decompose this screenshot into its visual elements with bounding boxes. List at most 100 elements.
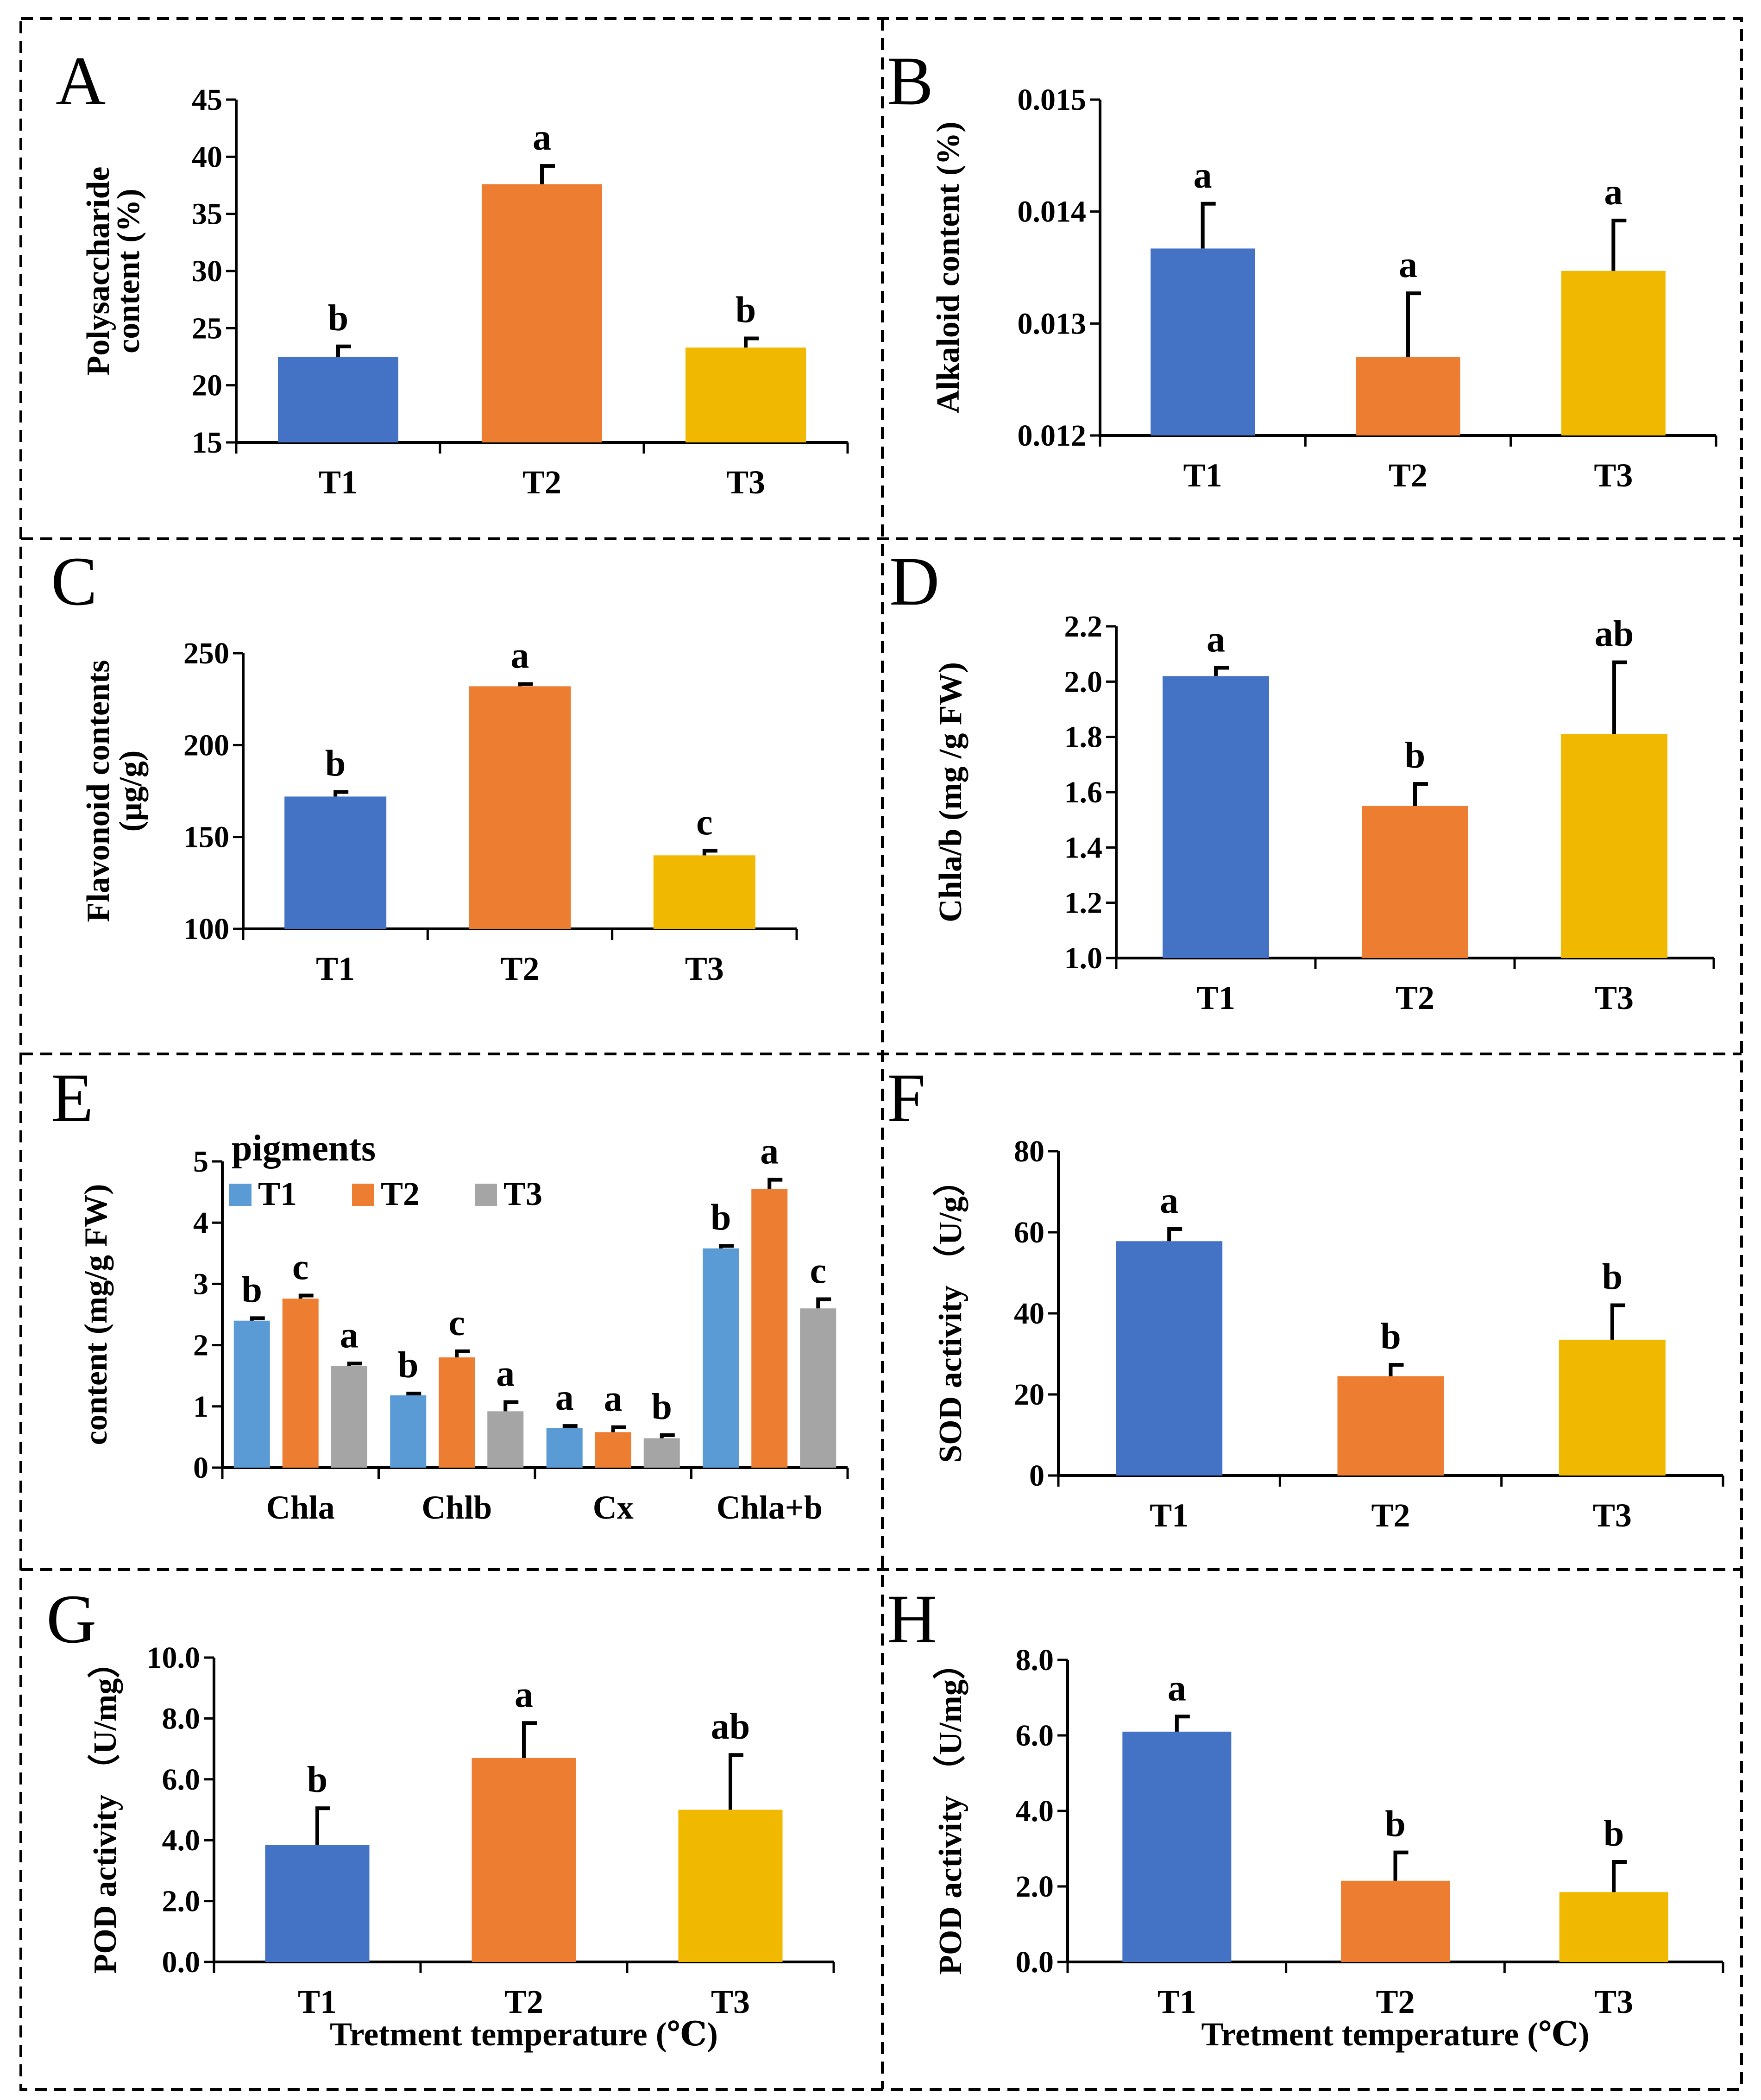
bar — [487, 1411, 524, 1468]
x-category-label: T1 — [1157, 1983, 1196, 2020]
significance-label: c — [810, 1250, 826, 1291]
error-bar — [611, 1425, 626, 1432]
x-category-label: T3 — [685, 950, 724, 987]
bar — [595, 1432, 631, 1468]
y-axis-title: content (%) — [111, 189, 146, 353]
y-tick-label: 2.0 — [162, 1885, 201, 1918]
y-tick-label: 0 — [1029, 1459, 1044, 1493]
error-bar — [1167, 1227, 1182, 1242]
y-tick-label: 1 — [193, 1390, 208, 1424]
bar — [546, 1428, 583, 1468]
panel-letter: G — [46, 1581, 96, 1658]
bar — [653, 855, 755, 929]
y-tick-label: 2.0 — [1064, 665, 1103, 699]
panel-letter: F — [887, 1059, 925, 1136]
bar — [472, 1758, 576, 1962]
legend-swatch — [229, 1184, 252, 1206]
x-category-label: T2 — [1396, 979, 1434, 1016]
bar — [1151, 248, 1255, 435]
significance-label: a — [1160, 1180, 1178, 1221]
bar — [1122, 1731, 1232, 1962]
bar — [800, 1308, 836, 1468]
y-tick-label: 3 — [193, 1267, 208, 1301]
panel-g: G 0.0 2.0 4.0 6.0 8.0 10.0 T1 T2 T3 POD activity （… — [46, 1581, 835, 2053]
legend-label: T1 — [258, 1175, 297, 1212]
error-bar — [1406, 291, 1421, 357]
significance-label: a — [1399, 245, 1417, 285]
y-tick-label: 1.6 — [1064, 776, 1103, 809]
significance-label: b — [1405, 735, 1426, 776]
error-bar — [455, 1349, 470, 1358]
error-bar — [660, 1433, 675, 1438]
y-axis-title: Alkaloid content (%) — [931, 122, 966, 414]
error-bar — [702, 849, 717, 856]
significance-label: a — [1168, 1668, 1186, 1709]
significance-label: c — [448, 1303, 465, 1343]
y-tick-label: 0 — [193, 1451, 208, 1485]
bar — [678, 1810, 783, 1962]
error-bar — [1413, 782, 1428, 806]
y-tick-label: 15 — [192, 426, 222, 460]
y-tick-label: 60 — [1014, 1216, 1044, 1249]
error-bar — [562, 1424, 578, 1428]
bar — [278, 357, 398, 442]
significance-label: b — [242, 1269, 263, 1310]
error-bar — [719, 1244, 734, 1249]
bar — [469, 686, 571, 929]
y-tick-label: 20 — [1014, 1378, 1044, 1412]
x-axis-title: Tretment temperature (℃) — [1201, 2016, 1590, 2053]
x-category-label: Chlb — [421, 1489, 492, 1526]
x-category-label: T1 — [319, 464, 358, 501]
significance-label: a — [1207, 619, 1225, 660]
significance-label: b — [736, 290, 756, 331]
y-tick-label: 40 — [1014, 1297, 1044, 1331]
x-category-label: T1 — [298, 1983, 337, 2020]
y-tick-label: 4.0 — [162, 1823, 201, 1857]
legend-swatch — [475, 1184, 497, 1206]
error-bar — [315, 1806, 330, 1845]
significance-label: a — [496, 1354, 515, 1394]
y-tick-label: 10.0 — [147, 1641, 201, 1675]
legend-title: pigments — [232, 1128, 376, 1169]
y-tick-label: 1.0 — [1064, 941, 1103, 975]
significance-label: a — [1194, 155, 1212, 196]
error-bar — [1611, 219, 1627, 271]
y-tick-label: 6.0 — [1016, 1719, 1054, 1753]
x-category-label: T2 — [1371, 1497, 1410, 1534]
error-bar — [1201, 202, 1216, 249]
bar — [282, 1299, 319, 1468]
legend-swatch — [352, 1184, 374, 1206]
x-category-label: T2 — [1376, 1983, 1415, 2020]
significance-label: b — [652, 1387, 673, 1427]
bar — [751, 1189, 788, 1468]
panel-c: C 100 150 200 250 T1 T2 T3 Flavonoid contents(μg… — [51, 543, 798, 987]
y-tick-label: 0.0 — [162, 1945, 201, 1979]
error-bar — [1389, 1363, 1404, 1376]
error-bar — [250, 1316, 265, 1321]
bar — [1337, 1376, 1444, 1476]
significance-label: a — [760, 1131, 779, 1172]
y-tick-label: 4.0 — [1016, 1794, 1054, 1828]
significance-label: ab — [1595, 614, 1634, 655]
y-tick-label: 4 — [193, 1206, 208, 1240]
panel-letter: A — [56, 43, 106, 120]
bar — [331, 1366, 367, 1468]
panel-frames — [19, 17, 1743, 2091]
y-tick-label: 2.0 — [1016, 1870, 1054, 1904]
y-tick-label: 250 — [183, 637, 229, 670]
significance-label: a — [515, 1674, 533, 1715]
y-tick-label: 30 — [192, 254, 222, 288]
error-bar — [540, 164, 555, 184]
significance-label: a — [1604, 172, 1623, 213]
x-category-label: Chla — [266, 1489, 335, 1526]
bar — [482, 184, 602, 442]
error-bar — [816, 1297, 831, 1309]
error-bar — [1612, 660, 1627, 734]
y-tick-label: 1.2 — [1064, 886, 1103, 920]
bar — [686, 347, 806, 442]
y-tick-label: 25 — [192, 311, 222, 345]
error-bar — [503, 1400, 519, 1412]
y-tick-label: 0.014 — [1018, 195, 1087, 229]
y-tick-label: 8.0 — [1016, 1643, 1054, 1677]
